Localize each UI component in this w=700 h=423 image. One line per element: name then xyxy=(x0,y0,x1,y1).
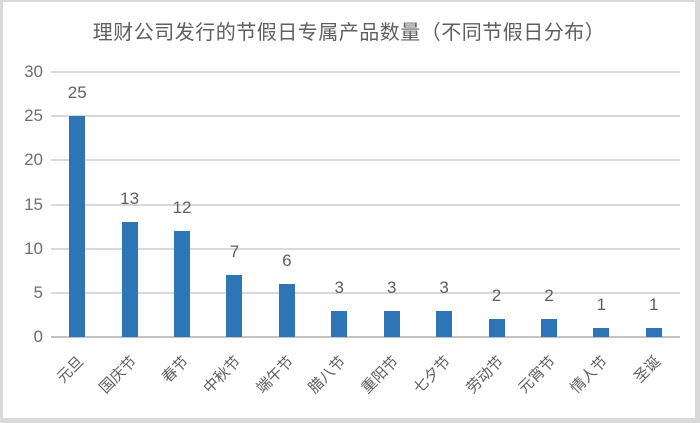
data-label: 3 xyxy=(439,277,449,297)
data-label: 13 xyxy=(120,189,140,209)
gridline xyxy=(51,291,680,294)
y-axis-tick-label: 25 xyxy=(24,106,43,126)
gridline xyxy=(51,115,680,118)
data-label: 7 xyxy=(229,242,240,262)
bar xyxy=(645,328,662,337)
y-axis-tick-label: 5 xyxy=(33,282,43,302)
gridline xyxy=(51,159,680,162)
data-label: 3 xyxy=(386,277,397,297)
y-axis-tick-label: 30 xyxy=(24,62,43,81)
x-axis-line xyxy=(51,336,680,338)
y-axis-tick-label: 20 xyxy=(24,150,43,170)
bar xyxy=(593,328,610,337)
bar xyxy=(488,319,505,337)
bar xyxy=(121,222,138,337)
gridline xyxy=(51,203,680,206)
data-label: 3 xyxy=(334,277,345,297)
bar xyxy=(278,284,295,337)
y-axis-tick-label: 0 xyxy=(33,327,43,346)
gridline xyxy=(51,71,680,73)
bar xyxy=(383,310,400,337)
gridline xyxy=(51,247,680,250)
y-axis-tick-label: 10 xyxy=(24,238,43,258)
bar xyxy=(226,275,243,337)
data-label: 1 xyxy=(596,295,607,315)
bar xyxy=(436,310,453,337)
data-label: 6 xyxy=(282,251,292,270)
data-label: 12 xyxy=(172,198,192,217)
bar xyxy=(69,116,86,337)
bar xyxy=(174,231,191,337)
data-label: 2 xyxy=(491,286,502,306)
bar xyxy=(331,310,348,337)
data-label: 1 xyxy=(649,295,659,315)
bar xyxy=(540,319,557,337)
data-label: 2 xyxy=(544,286,554,306)
data-label: 25 xyxy=(67,83,87,103)
chart-title: 理财公司发行的节假日专属产品数量（不同节假日分布） xyxy=(92,22,606,44)
y-axis-tick-label: 15 xyxy=(24,194,43,214)
